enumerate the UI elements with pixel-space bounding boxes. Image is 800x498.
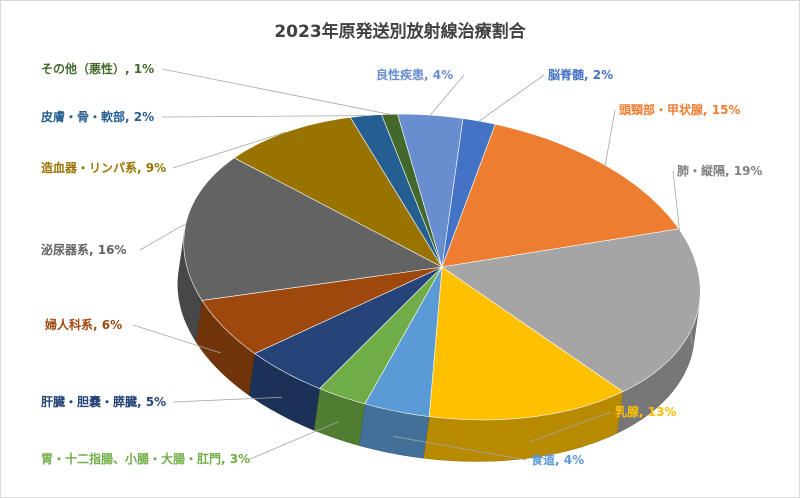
pie-slice-肝臓・胆嚢・膵臓 (254, 266, 443, 389)
data-label-10: 造血器・リンパ系, 9% (41, 160, 166, 175)
pie-body (177, 113, 701, 462)
data-label-12: その他（悪性）, 1% (41, 61, 154, 76)
leader-line-5 (393, 436, 528, 461)
data-label-1: 脳脊髄, 2% (548, 67, 613, 82)
data-label-5: 食道, 4% (530, 452, 584, 467)
data-label-11: 皮膚・骨・軟部, 2% (40, 109, 154, 124)
leader-line-4 (530, 411, 612, 443)
pie-slice-造血器・リンパ系 (233, 117, 443, 268)
leader-line-2 (604, 109, 616, 166)
data-label-13: 良性疾患, 4% (376, 67, 453, 82)
chart-title: 2023年原発送別放射線治療割合 (274, 22, 526, 42)
data-label-6: 胃・十二指腸、小腸・大腸・肛門, 3% (41, 451, 250, 466)
pie-slice-肺・縦隔 (441, 228, 701, 393)
leader-line-12 (161, 68, 390, 115)
data-label-4: 乳腺, 13% (615, 404, 676, 419)
data-labels: 脳脊髄, 2% 頭頸部・甲状腺, 15% 肺・縦隔, 19% 乳腺, 13% 食道, 4… (40, 61, 762, 467)
data-label-3: 肺・縦隔, 19% (677, 163, 762, 178)
pie-slice-婦人科系 (201, 266, 443, 354)
pie-slice-泌尿器系 (183, 157, 443, 301)
leader-line-7 (172, 396, 282, 403)
data-label-7: 肝臓・胆嚢・膵臓, 5% (41, 394, 166, 409)
data-label-2: 頭頸部・甲状腺, 15% (619, 102, 740, 117)
leader-line-11 (161, 115, 366, 118)
leader-line-13 (429, 74, 465, 116)
data-label-8: 婦人科系, 6% (44, 317, 122, 332)
data-label-9: 泌尿器系, 16% (41, 242, 126, 257)
pie-slice-食道 (364, 266, 443, 417)
leader-line-9 (139, 223, 186, 251)
leader-line-3 (672, 170, 693, 345)
pie-slice-胃・十二指腸、小腸・大腸・肛門 (319, 266, 443, 405)
pie-slice-乳腺 (428, 266, 624, 421)
pie-side-walls (177, 230, 700, 462)
leader-line-10 (172, 131, 287, 169)
leader-line-1 (478, 74, 545, 122)
pie-slice-頭頸部・甲状腺 (441, 123, 680, 268)
leader-line-8 (132, 324, 222, 354)
pie-top (183, 113, 701, 421)
leader-line-6 (249, 421, 339, 460)
